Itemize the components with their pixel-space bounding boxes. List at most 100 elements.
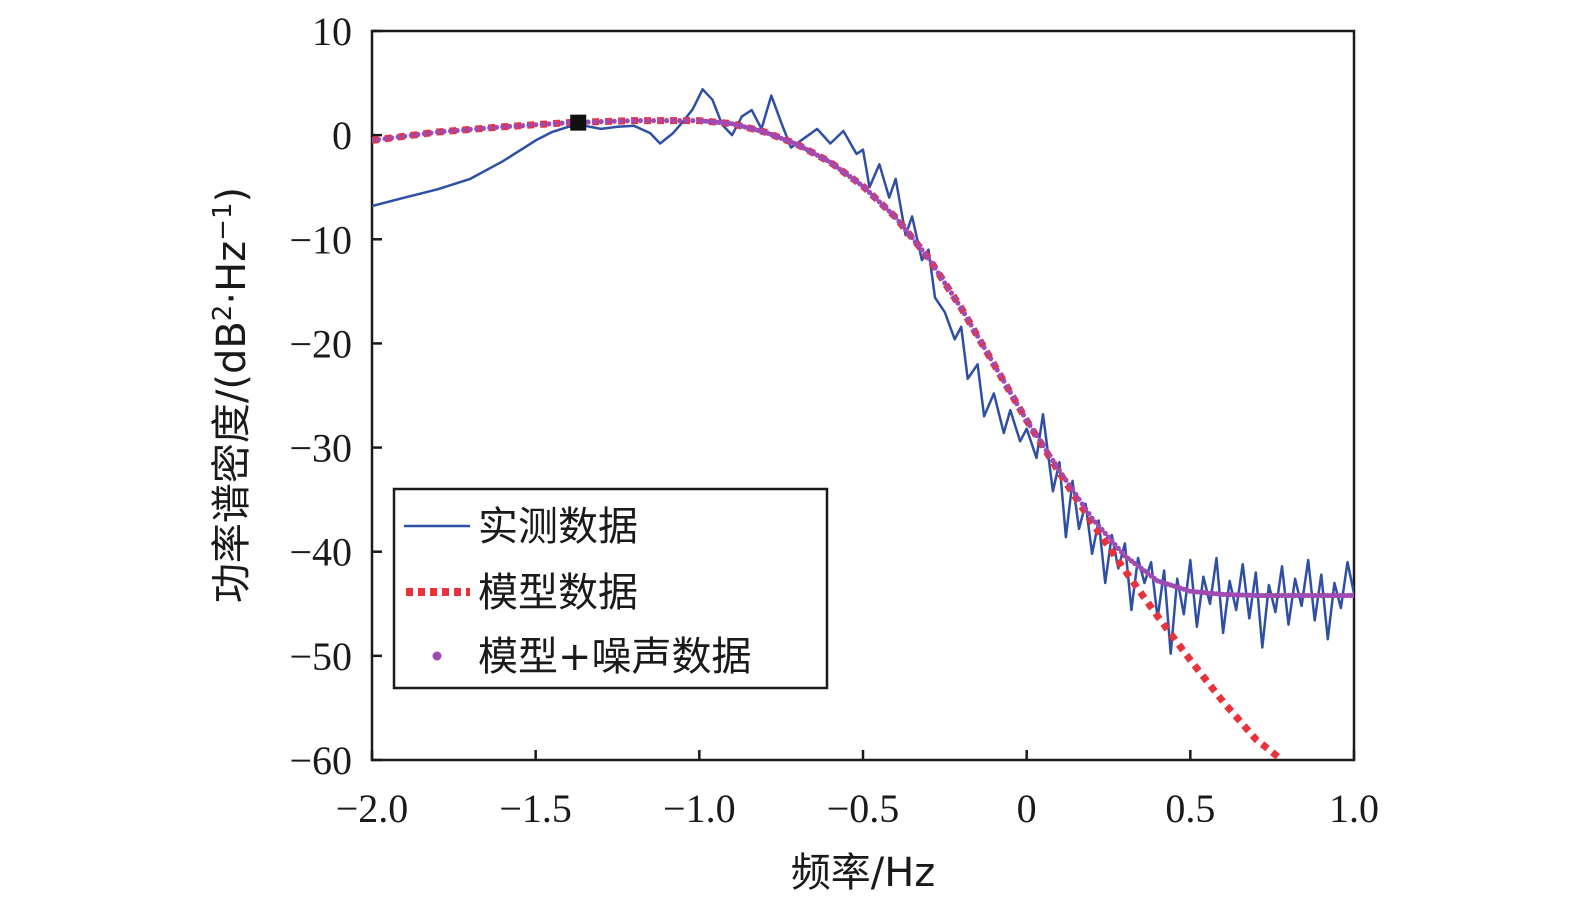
model-noise-point bbox=[880, 202, 886, 208]
model-noise-point bbox=[978, 339, 984, 345]
model-noise-point bbox=[1086, 510, 1092, 517]
model-noise-point bbox=[1099, 527, 1105, 533]
model-noise-point bbox=[968, 322, 974, 328]
model-noise-point bbox=[644, 118, 650, 124]
model-noise-point bbox=[942, 280, 948, 286]
y-tick-label: −30 bbox=[289, 426, 352, 471]
x-tick-label: −0.5 bbox=[827, 786, 900, 831]
model-noise-point bbox=[1115, 545, 1121, 552]
model-noise-point bbox=[683, 118, 689, 124]
x-tick-label: −1.5 bbox=[499, 786, 572, 831]
model-noise-point bbox=[539, 121, 545, 127]
model-noise-point bbox=[1076, 496, 1082, 502]
model-noise-point bbox=[1112, 542, 1118, 548]
model-noise-point bbox=[1066, 482, 1072, 488]
model-noise-point bbox=[513, 123, 519, 129]
model-noise-point bbox=[948, 290, 955, 296]
model-noise-point bbox=[461, 127, 467, 133]
model-noise-point bbox=[1027, 422, 1033, 429]
model-noise-point bbox=[546, 121, 552, 127]
model-noise-point bbox=[500, 124, 506, 130]
model-noise-point bbox=[1089, 515, 1095, 522]
model-noise-point bbox=[565, 120, 572, 126]
series-measured-line bbox=[372, 88, 1354, 656]
model-noise-point bbox=[1119, 549, 1125, 555]
legend-label-model: 模型数据 bbox=[478, 570, 638, 616]
model-noise-point bbox=[526, 122, 532, 128]
model-noise-point bbox=[506, 123, 513, 129]
model-noise-point bbox=[1001, 378, 1007, 384]
model-noise-point bbox=[650, 118, 657, 124]
model-noise-point bbox=[618, 118, 624, 124]
model-noise-point bbox=[988, 356, 994, 362]
model-noise-point bbox=[1102, 530, 1108, 537]
model-noise-point bbox=[935, 270, 941, 276]
model-noise-point bbox=[1073, 491, 1079, 497]
corner-frequency-marker bbox=[570, 114, 587, 131]
model-noise-point bbox=[631, 118, 637, 124]
model-noise-point bbox=[664, 118, 670, 124]
model-noise-point bbox=[402, 133, 408, 139]
model-noise-point bbox=[448, 128, 454, 134]
model-noise-point bbox=[952, 295, 958, 301]
model-noise-point bbox=[866, 189, 873, 195]
model-noise-point bbox=[1069, 487, 1076, 493]
model-noise-point bbox=[1014, 401, 1020, 407]
model-noise-point bbox=[961, 311, 968, 317]
model-noise-point bbox=[955, 300, 961, 306]
x-tick-label: −1.0 bbox=[663, 786, 736, 831]
model-noise-point bbox=[997, 372, 1004, 379]
model-noise-point bbox=[493, 124, 499, 130]
y-tick-label: −20 bbox=[289, 321, 352, 366]
model-noise-point bbox=[1063, 477, 1069, 483]
model-noise-point bbox=[984, 350, 991, 356]
model-noise-point bbox=[889, 211, 896, 217]
series-model-noise bbox=[372, 118, 1354, 599]
model-noise-point bbox=[1083, 506, 1089, 512]
y-tick-label: −50 bbox=[289, 634, 352, 679]
y-axis-title-suffix: ) bbox=[209, 187, 255, 203]
y-tick-label: 10 bbox=[312, 9, 352, 54]
model-noise-point bbox=[1030, 427, 1036, 434]
model-noise-point bbox=[1033, 432, 1040, 439]
model-noise-point bbox=[441, 128, 447, 135]
model-noise-point bbox=[690, 118, 696, 124]
legend-swatch-model-noise bbox=[432, 651, 442, 661]
model-noise-point bbox=[480, 125, 486, 131]
x-tick-label: 0 bbox=[1017, 786, 1037, 831]
y-axis-title-prefix: 功率谱密度/(dB bbox=[209, 321, 255, 603]
model-noise-point bbox=[873, 196, 879, 202]
model-noise-point bbox=[670, 118, 676, 124]
model-noise-point bbox=[958, 305, 964, 311]
model-noise-point bbox=[1109, 538, 1115, 544]
model-noise-point bbox=[559, 120, 565, 126]
model-noise-point bbox=[1020, 412, 1026, 418]
model-noise-point bbox=[909, 235, 915, 241]
model-noise-point bbox=[922, 251, 928, 257]
model-noise-point bbox=[1024, 417, 1030, 424]
model-noise-point bbox=[605, 118, 611, 124]
model-noise-point bbox=[585, 119, 591, 125]
y-tick-label: −40 bbox=[289, 530, 352, 575]
model-noise-point bbox=[899, 222, 905, 229]
model-noise-point bbox=[1004, 384, 1010, 390]
model-noise-point bbox=[395, 134, 401, 140]
model-noise-point bbox=[467, 126, 473, 132]
model-noise-point bbox=[994, 367, 1000, 373]
y-axis-ticks: 10 0 −10 −20 −30 −40 −50 −60 bbox=[289, 9, 382, 783]
model-noise-point bbox=[991, 361, 997, 367]
model-noise-point bbox=[939, 275, 945, 281]
model-noise-point bbox=[487, 125, 493, 131]
x-tick-label: 0.5 bbox=[1165, 786, 1215, 831]
model-noise-point bbox=[1050, 457, 1056, 464]
model-noise-point bbox=[945, 285, 951, 291]
model-noise-point bbox=[657, 118, 663, 124]
model-noise-point bbox=[965, 316, 971, 322]
model-noise-point bbox=[886, 208, 892, 214]
legend-label-measured: 实测数据 bbox=[478, 504, 638, 550]
model-noise-point bbox=[981, 344, 987, 350]
model-noise-point bbox=[1040, 442, 1046, 449]
model-noise-point bbox=[421, 131, 427, 137]
model-noise-point bbox=[1105, 534, 1112, 540]
